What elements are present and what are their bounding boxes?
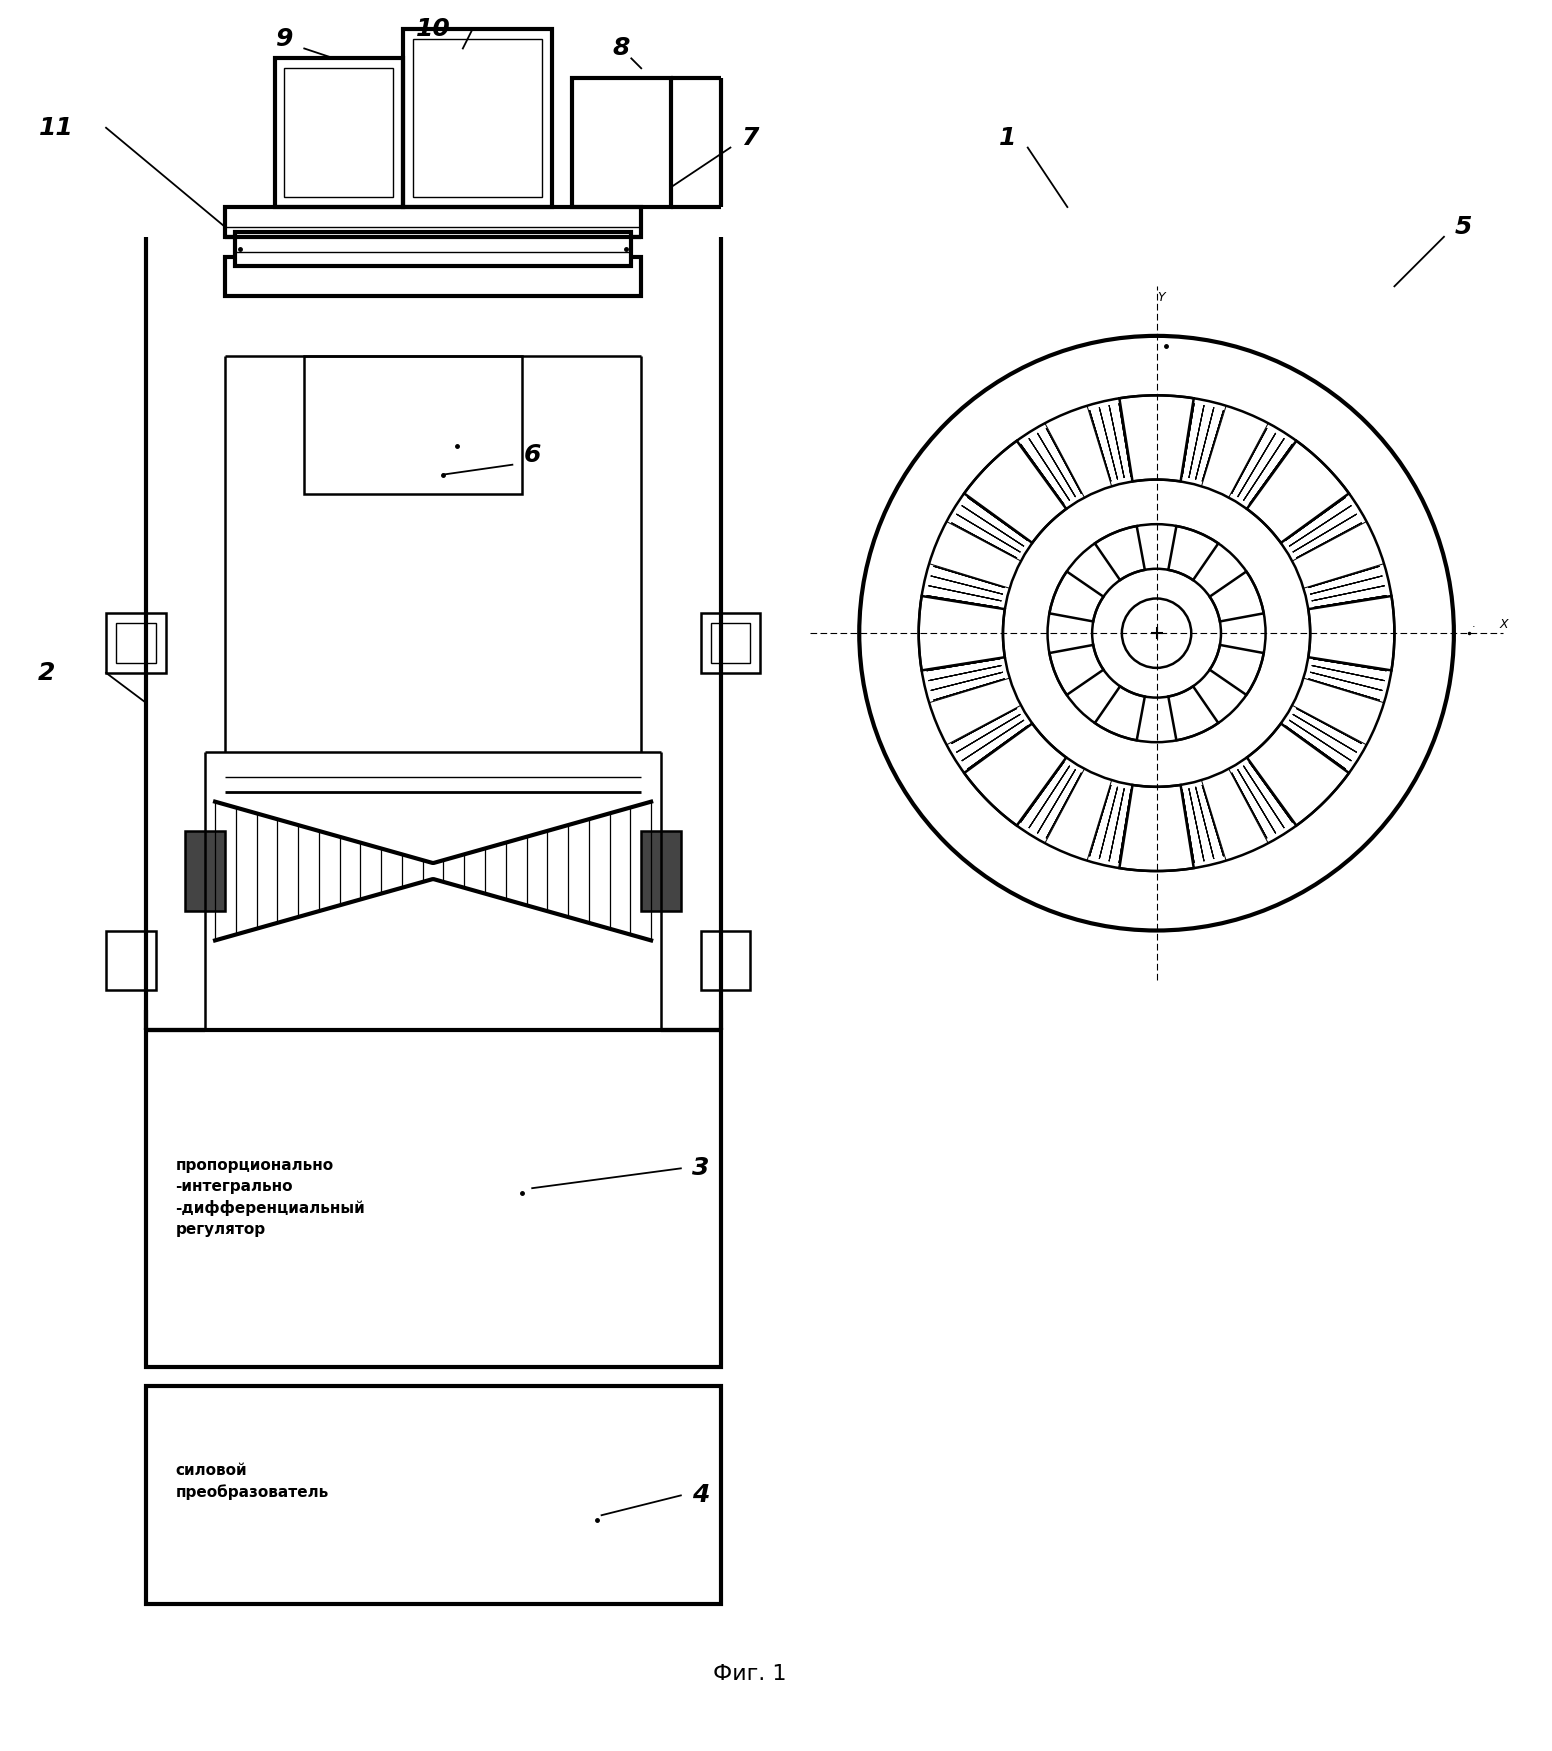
Bar [700, 930, 750, 989]
Bar [275, 58, 404, 207]
Text: силовой
преобразователь: силовой преобразователь [175, 1462, 329, 1501]
Text: 1: 1 [999, 126, 1017, 149]
Bar [413, 39, 542, 198]
Text: 3: 3 [692, 1156, 709, 1180]
Bar [106, 930, 155, 989]
Text: 2: 2 [37, 660, 56, 685]
Text: 11: 11 [39, 116, 74, 140]
Text: 6: 6 [523, 443, 542, 468]
Bar [225, 257, 641, 296]
Text: 5: 5 [1456, 215, 1473, 238]
Bar [234, 231, 632, 266]
Text: 9: 9 [276, 26, 293, 51]
Bar [571, 79, 670, 207]
Bar [225, 207, 641, 236]
Bar [106, 613, 166, 672]
Bar [116, 623, 155, 664]
Bar [404, 28, 553, 207]
Text: пропорционально
-интегрально
-дифференциальный
регулятор: пропорционально -интегрально -дифференци… [175, 1157, 365, 1238]
Text: Фиг. 1: Фиг. 1 [714, 1663, 787, 1684]
Bar [146, 1030, 720, 1366]
Text: 10: 10 [416, 18, 450, 40]
Text: ·: · [1471, 622, 1476, 632]
Bar [711, 623, 750, 664]
Bar [641, 832, 681, 911]
Text: X: X [1499, 618, 1507, 630]
Text: Y: Y [1158, 291, 1166, 305]
Text: 8: 8 [613, 37, 630, 61]
Text: 7: 7 [742, 126, 759, 149]
Bar [146, 1387, 720, 1604]
Text: 4: 4 [692, 1483, 709, 1508]
Bar [304, 355, 523, 494]
Bar [284, 68, 394, 198]
Bar [185, 832, 225, 911]
Bar [700, 613, 760, 672]
